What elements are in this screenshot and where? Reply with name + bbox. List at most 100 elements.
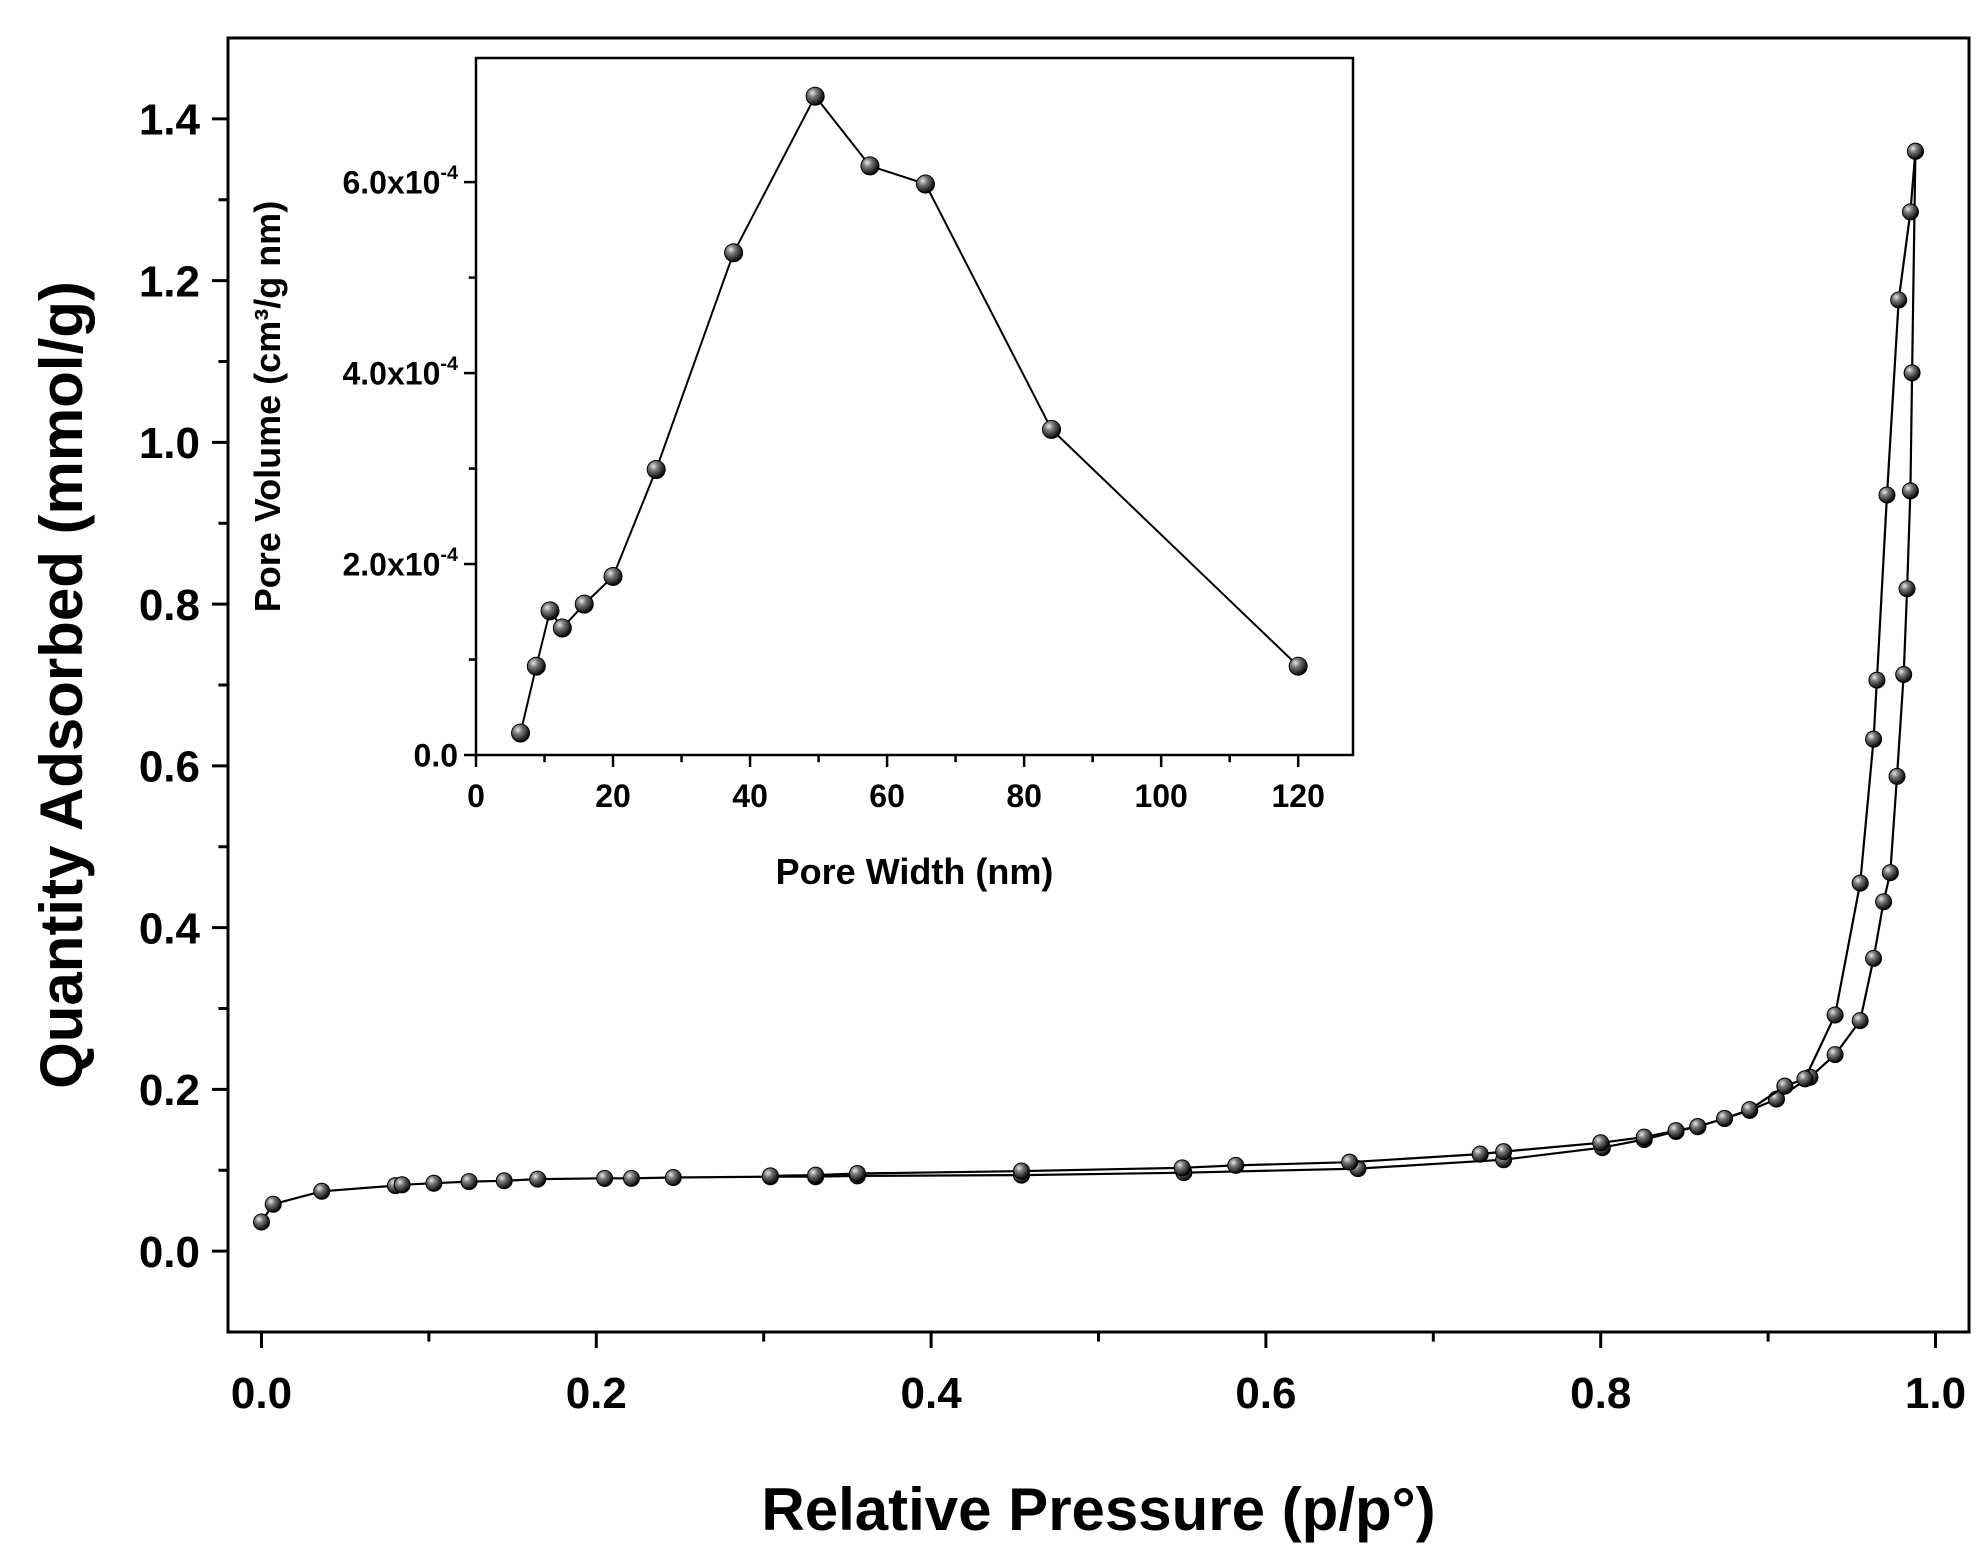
- data-point: [1716, 1109, 1734, 1127]
- data-point: [1471, 1145, 1489, 1163]
- y-axis-title: Pore Volume (cm³/g nm): [247, 201, 288, 612]
- y-tick-label: 0.6: [139, 743, 200, 792]
- data-point: [574, 594, 594, 614]
- data-point: [1865, 730, 1883, 748]
- data-point: [1890, 291, 1908, 309]
- data-point: [393, 1176, 411, 1194]
- y-tick-label-text: 0.2: [139, 1066, 200, 1115]
- data-point: [761, 1167, 779, 1185]
- x-tick-label: 0.0: [231, 1369, 292, 1418]
- data-point: [1901, 482, 1919, 500]
- data-point: [1667, 1122, 1685, 1140]
- y-tick-label: 1.2: [139, 257, 200, 306]
- y-tick-label-text: 0.0: [414, 738, 458, 774]
- data-point: [1851, 1012, 1869, 1030]
- x-tick-label: 0.2: [566, 1369, 627, 1418]
- y-tick-label-text: 0.8: [139, 581, 200, 630]
- data-point: [805, 86, 825, 106]
- y-tick-label-text: 0.0: [139, 1228, 200, 1277]
- y-tick-exponent: -4: [440, 162, 458, 184]
- data-point: [724, 243, 744, 263]
- data-point: [1826, 1006, 1844, 1024]
- y-tick-label-text: 1.4: [139, 96, 201, 145]
- y-tick-label-text: 1.2: [139, 257, 200, 306]
- x-tick-label: 80: [1006, 778, 1042, 814]
- data-point: [425, 1174, 443, 1192]
- y-tick-label-text: 0.4: [139, 904, 201, 953]
- data-point: [529, 1170, 547, 1188]
- x-tick-label: 0.8: [1570, 1369, 1631, 1418]
- y-tick-label-text: 4.0x10: [342, 356, 440, 392]
- data-point: [1227, 1156, 1245, 1174]
- data-point: [1865, 949, 1883, 967]
- y-tick-label: 0.4: [139, 904, 201, 953]
- data-point: [1868, 671, 1886, 689]
- x-tick-label: 20: [595, 778, 631, 814]
- data-point: [264, 1195, 282, 1213]
- data-point: [1826, 1046, 1844, 1064]
- inset-background: [476, 58, 1353, 755]
- data-point: [1895, 665, 1913, 683]
- plot-frame: [474, 56, 1355, 757]
- x-tick-label: 60: [869, 778, 905, 814]
- x-tick-label: 40: [732, 778, 768, 814]
- data-point: [552, 618, 572, 638]
- data-point: [664, 1169, 682, 1187]
- y-tick-label-text: 6.0x10: [342, 165, 440, 201]
- data-point: [313, 1182, 331, 1200]
- y-tick-label: 4.0x10-4: [342, 353, 458, 391]
- data-point: [1875, 893, 1893, 911]
- data-point: [1888, 767, 1906, 785]
- y-tick-label: 6.0x10-4: [342, 162, 458, 200]
- y-tick-label: 1.0: [139, 419, 200, 468]
- data-point: [1689, 1118, 1707, 1136]
- data-point: [646, 460, 666, 480]
- y-tick-exponent: -4: [440, 544, 458, 566]
- data-point: [495, 1172, 513, 1190]
- data-point: [1903, 364, 1921, 382]
- data-point: [252, 1213, 270, 1231]
- x-tick-label: 1.0: [1905, 1369, 1966, 1418]
- data-point: [1776, 1077, 1794, 1095]
- x-axis-title: Pore Width (nm): [776, 851, 1054, 892]
- y-tick-exponent: -4: [440, 353, 458, 375]
- data-point: [1741, 1101, 1759, 1119]
- data-point: [622, 1169, 640, 1187]
- data-point: [860, 156, 880, 176]
- data-point: [603, 566, 623, 586]
- x-tick-label: 120: [1271, 778, 1324, 814]
- y-tick-label-text: 1.0: [139, 419, 200, 468]
- x-axis-title: Relative Pressure (p/p°): [761, 1476, 1435, 1543]
- main-isotherm-chart: 0.0 0.2 0.4 0.6 0.8 1.0 0.0 0.2 0.4 0.6 0.8 1.0 1.2 1…: [28, 36, 1971, 1543]
- data-point: [540, 601, 560, 621]
- y-tick-label: 0.0: [139, 1228, 200, 1277]
- y-tick-label-text: 2.0x10: [342, 547, 440, 583]
- data-point: [1288, 656, 1308, 676]
- y-tick-label: 0.0: [414, 738, 458, 774]
- data-point: [1881, 864, 1899, 882]
- data-point: [460, 1173, 478, 1191]
- y-tick-label: 2.0x10-4: [342, 544, 458, 582]
- data-point: [1851, 874, 1869, 892]
- x-tick-label: 100: [1134, 778, 1187, 814]
- data-point: [1796, 1070, 1814, 1088]
- inset-pore-distribution-chart: 0 20 40 60 80 100 1200.02.0x10-44.0x10-46.0x10…: [247, 56, 1355, 892]
- data-point: [596, 1169, 614, 1187]
- x-tick-label: 0.4: [901, 1369, 963, 1418]
- y-tick-label: 0.8: [139, 581, 200, 630]
- y-tick-label-text: 0.6: [139, 743, 200, 792]
- data-point: [1906, 142, 1924, 160]
- data-point: [1173, 1159, 1191, 1177]
- data-point: [1012, 1162, 1030, 1180]
- data-point: [1592, 1134, 1610, 1152]
- data-point: [1901, 203, 1919, 221]
- y-tick-label: 1.4: [139, 96, 201, 145]
- data-point: [1878, 486, 1896, 504]
- data-point: [1495, 1143, 1513, 1161]
- data-point: [1042, 419, 1062, 439]
- data-point: [807, 1166, 825, 1184]
- data-point: [1341, 1153, 1359, 1171]
- data-point: [1898, 580, 1916, 598]
- data-point: [848, 1164, 866, 1182]
